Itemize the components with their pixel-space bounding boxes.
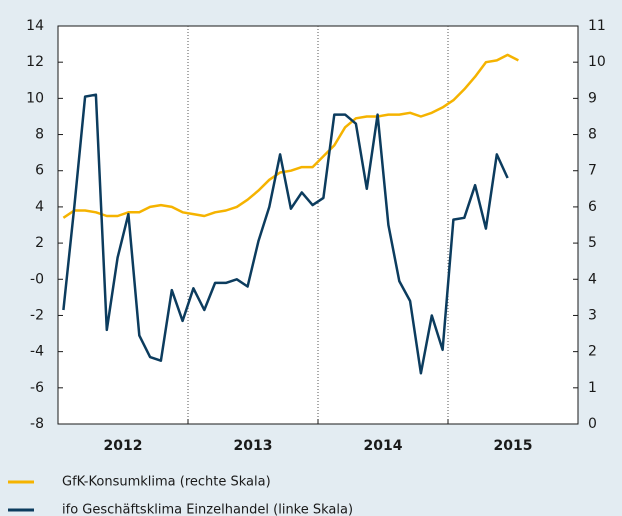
y2-tick-label: 11 xyxy=(588,18,606,34)
y2-tick-label: 6 xyxy=(588,199,597,215)
y2-tick-label: 4 xyxy=(588,271,597,287)
series-line xyxy=(62,93,509,375)
y-tick-label: 4 xyxy=(35,199,44,215)
series-line xyxy=(62,53,519,219)
y-tick-label: 14 xyxy=(26,18,44,34)
y-tick-label: -2 xyxy=(30,307,44,323)
y-tick-label: -0 xyxy=(30,271,44,287)
y-tick-label: -6 xyxy=(30,380,44,396)
y2-tick-label: 2 xyxy=(588,344,597,360)
y-tick-label: 8 xyxy=(35,127,44,143)
legend-label: ifo Geschäftsklima Einzelhandel (linke S… xyxy=(62,503,353,516)
legend-label: GfK-Konsumklima (rechte Skala) xyxy=(62,475,271,490)
y2-tick-label: 0 xyxy=(588,416,597,432)
x-tick-label: 2014 xyxy=(364,438,403,454)
x-tick-label: 2015 xyxy=(494,438,533,454)
y2-tick-label: 8 xyxy=(588,127,597,143)
y2-tick-label: 3 xyxy=(588,307,597,323)
y-tick-label: 10 xyxy=(26,90,44,106)
y-tick-label: -4 xyxy=(30,344,44,360)
y2-tick-label: 5 xyxy=(588,235,597,251)
y2-tick-label: 7 xyxy=(588,163,597,179)
x-tick-label: 2012 xyxy=(104,438,143,454)
y-tick-label: 2 xyxy=(35,235,44,251)
y-tick-label: -8 xyxy=(30,416,44,432)
y2-tick-label: 1 xyxy=(588,380,597,396)
y-tick-label: 6 xyxy=(35,163,44,179)
y2-tick-label: 9 xyxy=(588,90,597,106)
y-tick-label: 12 xyxy=(26,54,44,70)
y2-tick-label: 10 xyxy=(588,54,606,70)
x-tick-label: 2013 xyxy=(234,438,273,454)
